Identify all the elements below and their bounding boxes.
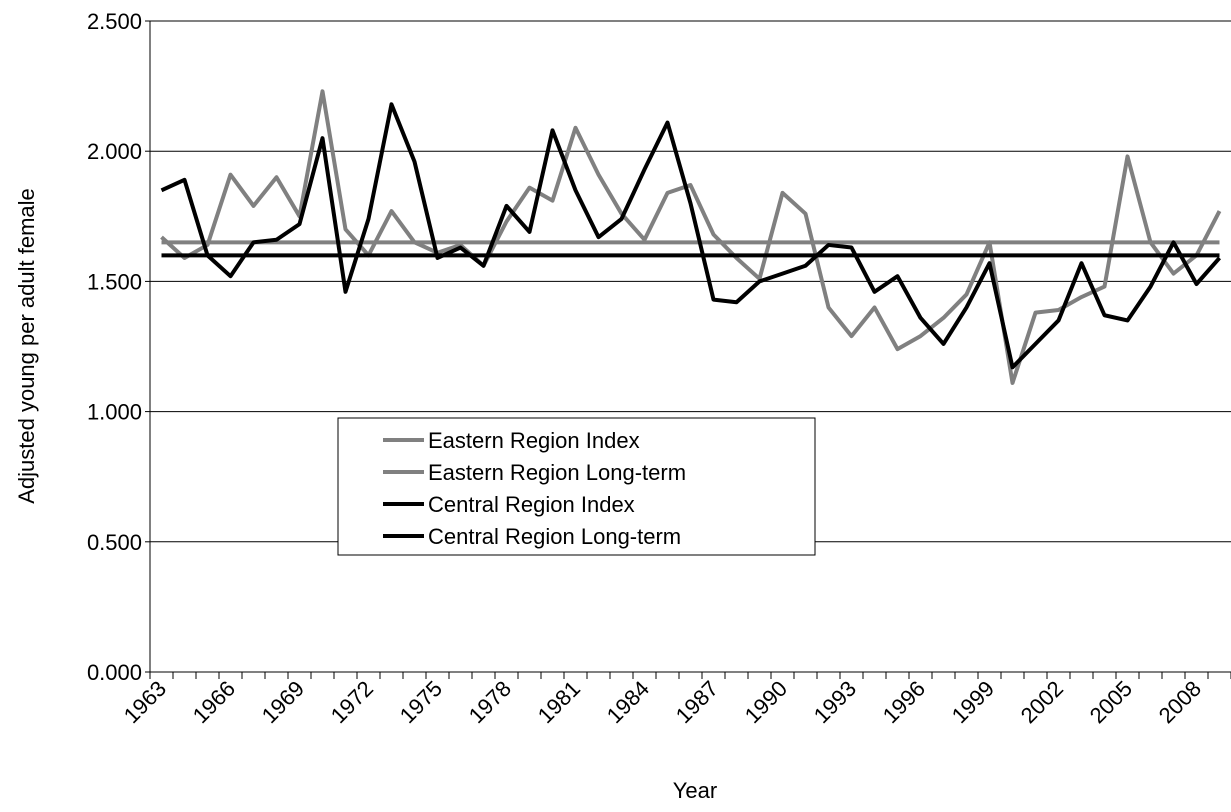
x-tick-label: 1996	[878, 676, 930, 728]
series-line	[160, 102, 1221, 370]
y-tick-label: 2.000	[87, 139, 142, 164]
x-tick-label: 1975	[395, 676, 447, 728]
y-tick-label: 1.500	[87, 269, 142, 294]
x-tick-label: 1993	[809, 676, 861, 728]
y-tick-label: 0.500	[87, 530, 142, 555]
y-tick-label: 1.000	[87, 400, 142, 425]
x-tick-label: 2002	[1016, 676, 1068, 728]
x-tick-label: 1984	[602, 676, 654, 728]
x-tick-label: 2008	[1154, 676, 1206, 728]
x-tick-label: 1987	[671, 676, 723, 728]
y-tick-label: 0.000	[87, 660, 142, 685]
legend-label: Eastern Region Long-term	[428, 460, 686, 485]
legend-label: Eastern Region Index	[428, 428, 640, 453]
x-tick-label: 1966	[188, 676, 240, 728]
x-tick-label: 1990	[740, 676, 792, 728]
x-tick-label: 1978	[464, 676, 516, 728]
legend-label: Central Region Long-term	[428, 524, 681, 549]
legend-label: Central Region Index	[428, 492, 635, 517]
series-line	[160, 89, 1222, 385]
x-tick-label: 2005	[1085, 676, 1137, 728]
x-tick-label: 1972	[326, 676, 378, 728]
x-tick-label: 1969	[257, 676, 309, 728]
x-axis-title: Year	[673, 778, 717, 803]
x-tick-label: 1999	[947, 676, 999, 728]
x-tick-label: 1981	[533, 676, 585, 728]
y-axis-title: Adjusted young per adult female	[14, 188, 39, 504]
y-tick-label: 2.500	[87, 9, 142, 34]
